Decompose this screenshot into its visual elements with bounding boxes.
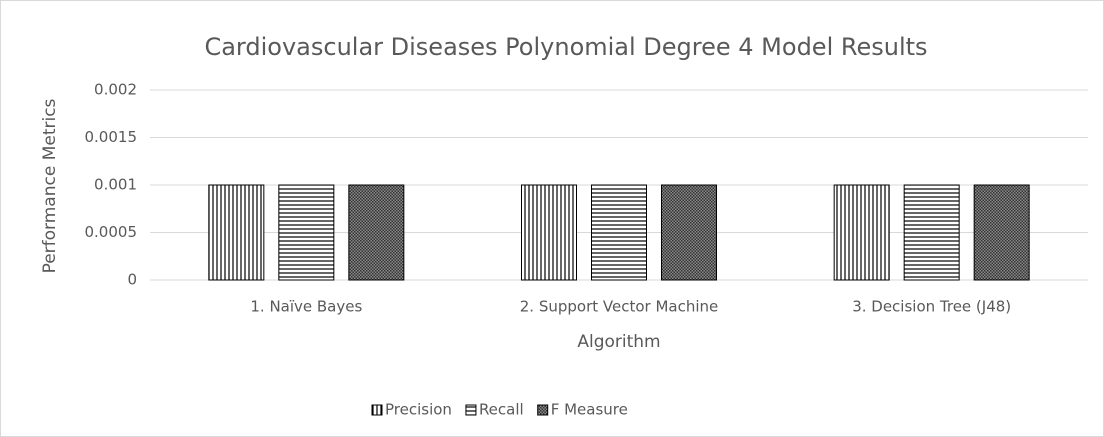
bar	[591, 184, 647, 281]
bar	[208, 184, 265, 281]
y-tick-label: 0.0005	[85, 223, 138, 241]
y-axis-label: Performance Metrics	[40, 98, 60, 273]
legend-swatch	[371, 404, 383, 416]
x-tick-label: 3. Decision Tree (J48)	[852, 298, 1011, 316]
bar	[278, 184, 335, 281]
bar	[348, 184, 405, 281]
bar	[521, 184, 577, 281]
chart-title: Cardiovascular Diseases Polynomial Degre…	[204, 33, 927, 61]
y-tick-label: 0.001	[94, 176, 137, 194]
legend-swatch	[465, 404, 477, 416]
bar	[833, 184, 890, 281]
bar	[903, 184, 960, 281]
x-tick-label: 1. Naïve Bayes	[250, 298, 362, 316]
y-tick-label: 0	[127, 271, 137, 289]
x-axis-label: Algorithm	[577, 332, 660, 352]
y-tick-label: 0.0015	[85, 128, 138, 146]
bar	[661, 184, 717, 281]
y-tick-label: 0.002	[94, 81, 137, 99]
legend-swatch	[537, 404, 549, 416]
bar	[973, 184, 1030, 281]
x-tick-label: 2. Support Vector Machine	[520, 298, 719, 316]
legend-label: Recall	[479, 401, 524, 419]
legend-label: F Measure	[551, 401, 628, 419]
legend-label: Precision	[385, 401, 452, 419]
